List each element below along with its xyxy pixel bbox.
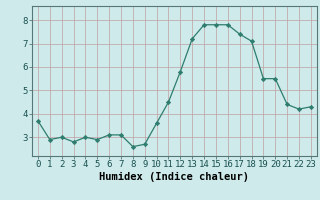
- X-axis label: Humidex (Indice chaleur): Humidex (Indice chaleur): [100, 172, 249, 182]
